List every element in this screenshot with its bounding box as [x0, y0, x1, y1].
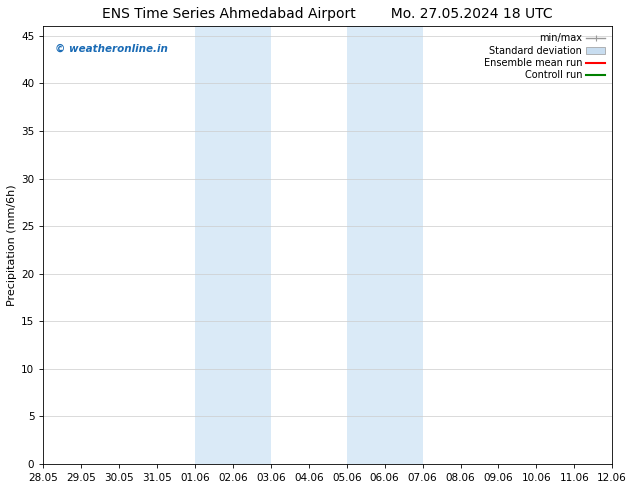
Legend: min/max, Standard deviation, Ensemble mean run, Controll run: min/max, Standard deviation, Ensemble me…	[482, 31, 607, 82]
Title: ENS Time Series Ahmedabad Airport        Mo. 27.05.2024 18 UTC: ENS Time Series Ahmedabad Airport Mo. 27…	[103, 7, 553, 21]
Y-axis label: Precipitation (mm/6h): Precipitation (mm/6h)	[7, 184, 17, 306]
Bar	[347, 26, 423, 464]
Bar	[195, 26, 271, 464]
Text: © weatheronline.in: © weatheronline.in	[55, 44, 167, 54]
